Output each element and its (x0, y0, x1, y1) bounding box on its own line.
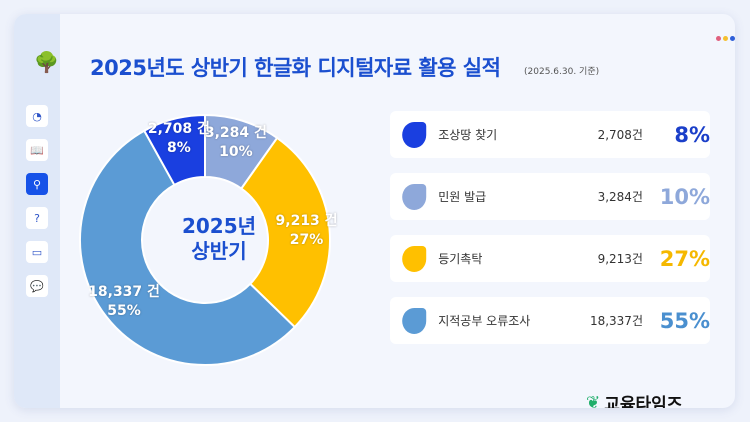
laptop-icon[interactable]: ▭ (26, 241, 48, 263)
donut-slice (142, 113, 206, 187)
legend-item: 조상땅 찾기 2,708건 8% (390, 111, 710, 158)
legend-marker-icon (402, 183, 427, 210)
slice-count: 9,213 건 (275, 212, 338, 229)
chat-icon[interactable]: 💬 (26, 275, 48, 297)
legend-percent: 10% (659, 184, 710, 209)
legend-name: 민원 발급 (438, 190, 487, 204)
slice-label: 18,337 건 55% (84, 283, 164, 321)
slice-percent: 55% (107, 303, 141, 320)
brand-name: 교육타임즈 (604, 395, 683, 408)
search-icon[interactable]: ⚲ (26, 173, 48, 195)
book-icon[interactable]: 📖 (26, 139, 48, 161)
donut-center-label: 2025년 상반기 (174, 214, 264, 264)
donut-slice (79, 129, 297, 366)
center-year: 2025년 (181, 214, 257, 238)
legend-percent: 8% (674, 122, 710, 147)
brand-logo: ❦ 교육타임즈 (586, 390, 683, 409)
slice-label: 2,708 건 8% (139, 120, 219, 158)
slice-label: 9,213 건 27% (267, 212, 347, 250)
legend-marker-icon (402, 307, 427, 334)
slice-percent: 8% (167, 140, 191, 157)
legend-percent: 55% (659, 308, 710, 333)
window-dots-icon (716, 36, 735, 41)
donut-slice (239, 136, 331, 329)
legend-count: 2,708건 (597, 128, 643, 142)
legend-count: 9,213건 (597, 252, 643, 266)
infographic-card: ◔ 📖 ⚲ ? ▭ 💬 🌳 2025년도 상반기 한글화 디지털자료 활용 실적… (14, 14, 735, 408)
legend-count: 3,284건 (597, 190, 643, 204)
notepad-question-icon[interactable]: ? (26, 207, 48, 229)
donut-chart (79, 113, 331, 366)
slice-percent: 10% (219, 143, 253, 160)
legend-item: 지적공부 오류조사 18,337건 55% (390, 297, 710, 344)
sidebar: ◔ 📖 ⚲ ? ▭ 💬 (14, 14, 60, 408)
center-period: 상반기 (191, 239, 247, 263)
pie-chart-icon[interactable]: ◔ (26, 105, 48, 127)
legend-name: 지적공부 오류조사 (438, 314, 531, 328)
tree-logo-icon: 🌳 (34, 50, 59, 74)
legend-percent: 27% (659, 246, 710, 271)
slice-label: 3,284 건 10% (196, 124, 276, 162)
legend-count: 18,337건 (589, 314, 643, 328)
legend-marker-icon (402, 245, 427, 272)
brand-leaf-icon: ❦ (586, 392, 601, 409)
slice-count: 3,284 건 (204, 124, 267, 141)
legend-item: 민원 발급 3,284건 10% (390, 173, 710, 220)
page-title: 2025년도 상반기 한글화 디지털자료 활용 실적 (90, 56, 501, 80)
slice-count: 18,337 건 (88, 284, 160, 301)
legend-name: 조상땅 찾기 (438, 128, 498, 142)
legend-marker-icon (402, 121, 427, 148)
slice-percent: 27% (289, 231, 324, 248)
page-subtitle: (2025.6.30. 기준) (524, 67, 600, 77)
legend-item: 등기촉탁 9,213건 27% (390, 235, 710, 282)
legend-name: 등기촉탁 (438, 252, 483, 266)
slice-count: 2,708 건 (147, 121, 210, 138)
